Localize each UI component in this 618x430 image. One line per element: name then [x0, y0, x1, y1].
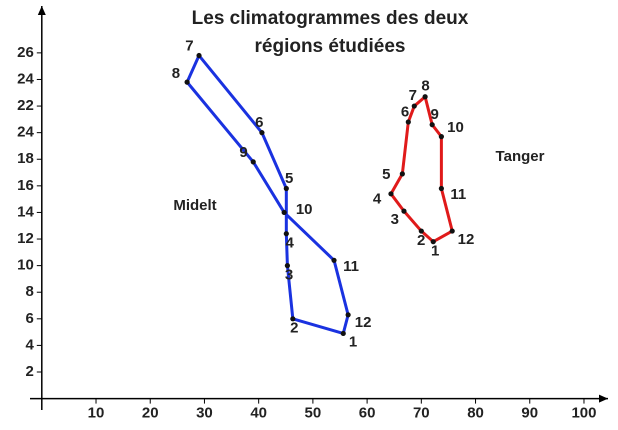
point — [283, 231, 289, 237]
point-label: 2 — [417, 232, 425, 249]
x-tick-label: 50 — [305, 405, 322, 422]
point — [438, 185, 444, 192]
y-tick-label: 12 — [17, 230, 34, 247]
point — [340, 330, 346, 337]
point-label: 3 — [391, 211, 399, 228]
x-tick-label: 30 — [196, 405, 213, 422]
x-axis-arrow — [599, 394, 608, 403]
point-label: 8 — [172, 65, 180, 82]
x-tick-label: 40 — [250, 405, 267, 422]
x-tick-label: 10 — [88, 405, 105, 422]
point-label: 6 — [255, 114, 263, 131]
series-name: Midelt — [173, 197, 216, 214]
y-tick-label: 22 — [17, 97, 34, 114]
point-label: 9 — [430, 106, 438, 123]
y-tick-label: 10 — [17, 257, 34, 274]
point — [418, 228, 424, 234]
point — [281, 209, 287, 216]
point-label: 2 — [290, 320, 298, 337]
point — [290, 316, 296, 322]
point-label: 6 — [401, 103, 409, 120]
point-label: 3 — [285, 267, 293, 284]
point — [184, 79, 190, 85]
y-tick-label: 18 — [17, 150, 34, 167]
point-label: 10 — [447, 119, 464, 136]
point — [250, 159, 256, 165]
point — [331, 257, 337, 263]
point — [449, 228, 455, 234]
point-label: 12 — [458, 231, 475, 248]
y-tick-label: 26 — [17, 44, 34, 61]
point-label: 4 — [373, 191, 382, 208]
x-tick-label: 80 — [467, 405, 484, 422]
y-axis-arrow — [37, 6, 46, 15]
point-label: 7 — [185, 38, 193, 55]
point — [430, 239, 436, 245]
y-tick-label: 24 — [17, 124, 34, 141]
y-tick-label: 4 — [25, 336, 34, 353]
point — [399, 171, 405, 177]
point-label: 10 — [296, 201, 313, 218]
point-label: 4 — [286, 234, 295, 251]
y-tick-label: 2 — [25, 363, 33, 380]
point — [388, 191, 394, 197]
point-label: 1 — [349, 333, 357, 350]
series-name: Tanger — [496, 148, 545, 165]
point — [411, 103, 417, 109]
y-tick-label: 16 — [17, 177, 34, 194]
point — [429, 122, 435, 128]
point-label: 5 — [285, 170, 293, 187]
point-label: 8 — [421, 78, 429, 95]
point — [345, 312, 351, 318]
point — [438, 134, 444, 140]
point — [405, 119, 411, 125]
chart-title: Les climatogrammes des deux — [192, 8, 469, 29]
x-tick-label: 70 — [413, 405, 430, 422]
point — [284, 263, 291, 269]
point — [401, 208, 407, 214]
point — [283, 185, 289, 192]
point-label: 11 — [343, 258, 359, 275]
point-label: 5 — [382, 166, 390, 183]
point — [196, 52, 202, 59]
point-label: 12 — [355, 314, 372, 331]
x-tick-label: 90 — [521, 405, 538, 422]
point-label: 1 — [431, 243, 439, 260]
y-tick-label: 14 — [17, 203, 34, 220]
point-label: 7 — [409, 87, 417, 104]
y-tick-label: 8 — [25, 283, 33, 300]
x-tick-label: 20 — [142, 405, 159, 422]
chart-title: régions étudiées — [255, 36, 406, 57]
point-label: 11 — [450, 186, 466, 203]
y-tick-label: 24 — [17, 70, 34, 87]
point — [422, 94, 428, 100]
x-tick-label: 100 — [571, 405, 596, 422]
x-tick-label: 60 — [359, 405, 376, 422]
series-line — [185, 54, 350, 335]
y-tick-label: 6 — [25, 310, 33, 327]
point — [259, 130, 265, 136]
point-label: 9 — [239, 144, 247, 161]
